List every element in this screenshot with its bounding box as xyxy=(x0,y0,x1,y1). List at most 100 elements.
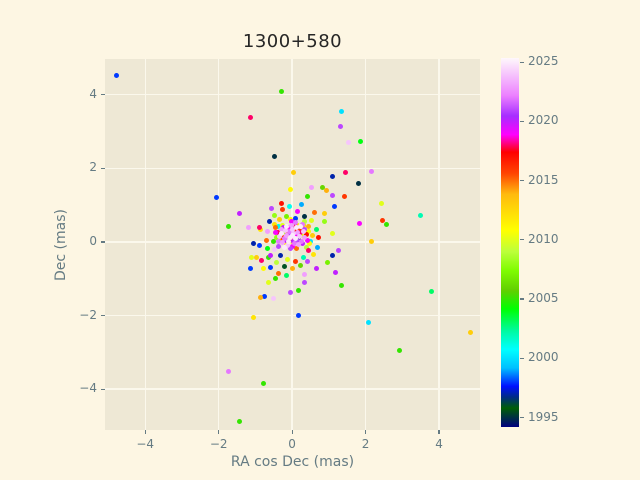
scatter-point xyxy=(114,73,120,79)
scatter-point xyxy=(284,223,290,229)
scatter-point xyxy=(282,244,288,250)
scatter-point xyxy=(341,193,347,199)
scatter-point xyxy=(307,241,313,247)
colorbar-tick-mark xyxy=(520,239,524,241)
scatter-point xyxy=(301,214,307,220)
scatter-point xyxy=(304,258,310,264)
scatter-point xyxy=(237,210,243,216)
scatter-point xyxy=(278,89,284,95)
scatter-point xyxy=(260,265,266,271)
scatter-point xyxy=(302,226,308,232)
scatter-point xyxy=(284,232,290,238)
scatter-point xyxy=(316,235,322,240)
colorbar-tick-label: 2020 xyxy=(528,113,559,128)
scatter-point xyxy=(292,215,298,221)
colorbar-tick-mark xyxy=(520,61,524,63)
scatter-point xyxy=(368,168,374,174)
scatter-point xyxy=(285,243,291,249)
scatter-point xyxy=(293,258,299,264)
scatter-point xyxy=(313,266,319,272)
scatter-point xyxy=(286,225,292,231)
scatter-point xyxy=(290,169,296,175)
scatter-point xyxy=(280,207,286,213)
y-tick-label: 2 xyxy=(89,160,97,175)
scatter-point xyxy=(281,235,287,241)
scatter-point xyxy=(284,273,290,279)
scatter-point xyxy=(298,238,304,244)
scatter-point xyxy=(337,123,343,129)
scatter-point xyxy=(260,380,266,386)
x-tick-label: −2 xyxy=(209,437,228,451)
scatter-point xyxy=(236,419,242,425)
scatter-point xyxy=(305,237,311,243)
scatter-point xyxy=(310,252,316,258)
scatter-point xyxy=(265,229,271,235)
scatter-point xyxy=(287,246,293,252)
scatter-point xyxy=(306,229,312,235)
scatter-point xyxy=(288,219,294,225)
scatter-point xyxy=(331,204,337,210)
scatter-point xyxy=(305,247,311,253)
colorbar-tick-label: 2005 xyxy=(528,291,559,306)
scatter-point xyxy=(342,169,348,175)
scatter-point xyxy=(278,226,284,232)
scatter-point xyxy=(272,230,278,236)
gridline-vertical xyxy=(217,59,220,430)
scatter-point xyxy=(378,200,384,206)
scatter-point xyxy=(428,289,434,295)
scatter-point xyxy=(297,223,303,229)
scatter-point xyxy=(311,209,317,215)
scatter-point xyxy=(273,224,279,230)
y-tick-mark xyxy=(101,388,105,390)
gridline-vertical xyxy=(438,59,440,430)
scatter-point xyxy=(294,208,300,214)
scatter-point xyxy=(256,225,262,231)
scatter-point xyxy=(269,205,275,211)
scatter-point xyxy=(329,230,335,236)
scatter-point xyxy=(365,320,371,326)
scatter-point xyxy=(300,229,306,235)
scatter-point xyxy=(285,238,291,244)
y-tick-mark xyxy=(101,314,105,317)
x-tick-mark xyxy=(218,430,220,434)
scatter-point xyxy=(357,138,363,144)
scatter-point xyxy=(283,228,289,234)
y-tick-label: 0 xyxy=(89,233,97,248)
x-axis-label: RA cos Dec (mas) xyxy=(230,454,355,470)
scatter-point xyxy=(226,224,232,230)
scatter-point xyxy=(297,262,303,268)
x-tick-mark xyxy=(144,430,146,434)
scatter-point xyxy=(321,219,327,225)
scatter-point xyxy=(308,218,314,224)
scatter-point xyxy=(295,313,301,319)
scatter-point xyxy=(321,211,327,217)
scatter-point xyxy=(280,240,286,246)
scatter-point xyxy=(338,283,344,289)
scatter-point xyxy=(301,279,307,285)
scatter-point xyxy=(272,221,277,227)
scatter-point xyxy=(275,271,281,277)
chart-title: 1300+580 xyxy=(242,31,343,52)
x-tick-mark xyxy=(291,430,293,434)
scatter-point xyxy=(295,238,301,244)
x-tick-label: 2 xyxy=(361,437,370,451)
scatter-point xyxy=(273,276,279,282)
scatter-point xyxy=(379,218,385,224)
scatter-point xyxy=(304,244,310,250)
scatter-point xyxy=(270,238,276,244)
scatter-point xyxy=(287,186,293,192)
gridline-horizontal xyxy=(105,94,480,96)
scatter-point xyxy=(293,236,299,242)
scatter-point xyxy=(292,228,298,234)
scatter-point xyxy=(314,244,320,250)
colorbar-tick-label: 2015 xyxy=(528,172,559,187)
scatter-point xyxy=(279,231,285,237)
scatter-point xyxy=(309,232,315,238)
scatter-point xyxy=(290,265,296,271)
scatter-point xyxy=(213,194,219,200)
y-tick-label: −2 xyxy=(79,307,97,322)
scatter-point xyxy=(251,240,257,246)
scatter-point xyxy=(300,254,306,260)
x-tick-label: 0 xyxy=(288,437,296,451)
